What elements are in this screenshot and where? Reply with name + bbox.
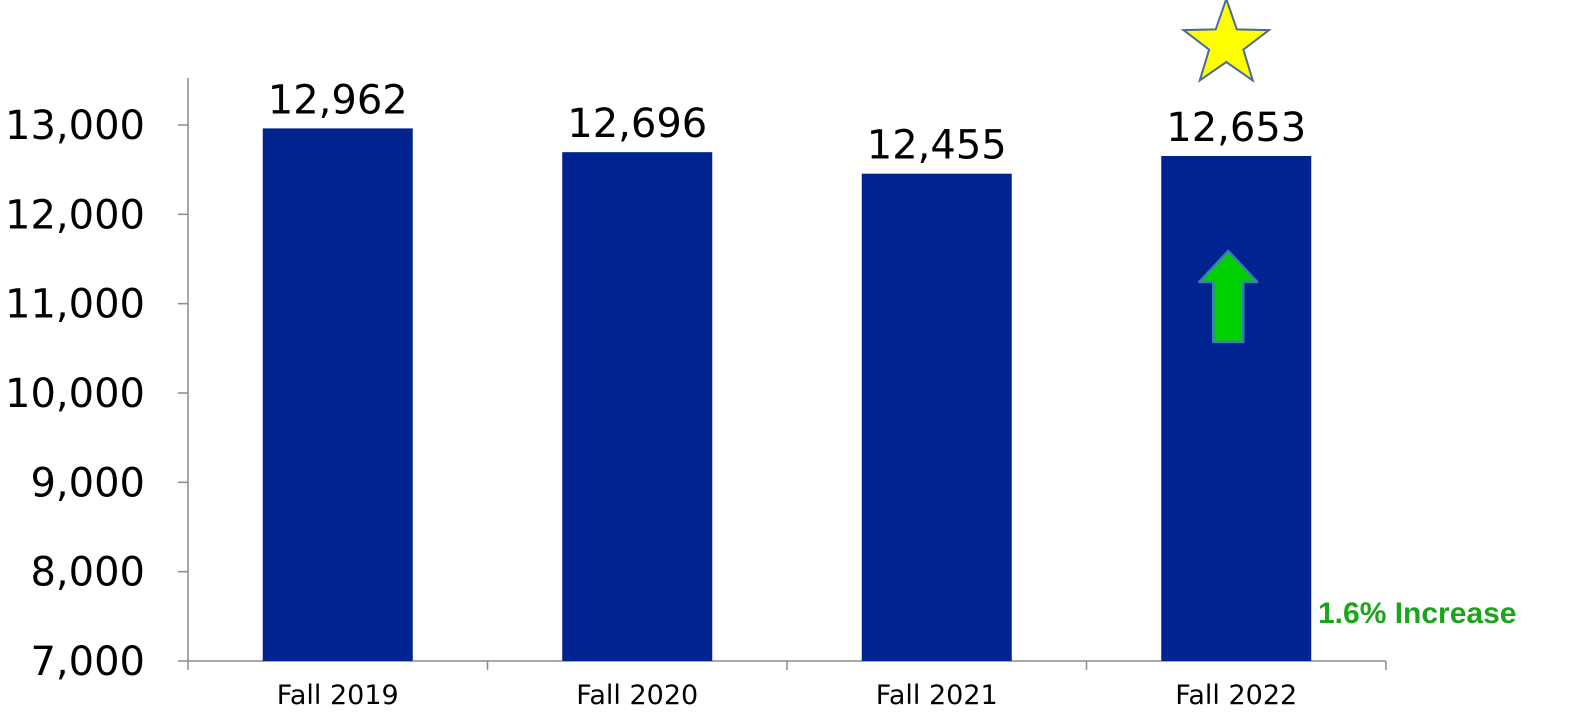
x-tick-label: Fall 2022 [1175, 680, 1297, 711]
x-tick-label: Fall 2020 [576, 680, 698, 711]
x-tick-label: Fall 2019 [277, 680, 399, 711]
y-axis: 7,000 8,000 9,000 10,000 11,000 12,000 13,000 [5, 78, 189, 685]
star-icon [1180, 0, 1272, 83]
bar [262, 128, 413, 662]
y-tick-label: 9,000 [30, 460, 145, 506]
bars [262, 128, 1312, 662]
data-label: 12,455 [867, 123, 1007, 169]
bar [562, 152, 713, 661]
y-tick-label: 8,000 [30, 550, 145, 596]
bar [1161, 155, 1312, 662]
bar [861, 173, 1012, 662]
y-tick-label: 12,000 [5, 192, 145, 238]
data-label: 12,696 [567, 101, 707, 147]
arrow-up-icon [1198, 249, 1259, 344]
data-label: 12,962 [268, 77, 408, 123]
y-tick-label: 7,000 [30, 639, 145, 685]
x-axis: Fall 2019 Fall 2020 Fall 2021 Fall 2022 [187, 660, 1387, 711]
data-labels: 12,962 12,696 12,455 12,653 [268, 77, 1306, 168]
data-label: 12,653 [1166, 105, 1306, 151]
y-tick-label: 10,000 [5, 371, 145, 417]
increase-annotation: 1.6% Increase [1318, 597, 1516, 630]
decorations [1180, 0, 1272, 344]
y-tick-label: 13,000 [5, 103, 145, 149]
x-tick-label: Fall 2021 [876, 680, 998, 711]
y-tick-label: 11,000 [5, 282, 145, 328]
